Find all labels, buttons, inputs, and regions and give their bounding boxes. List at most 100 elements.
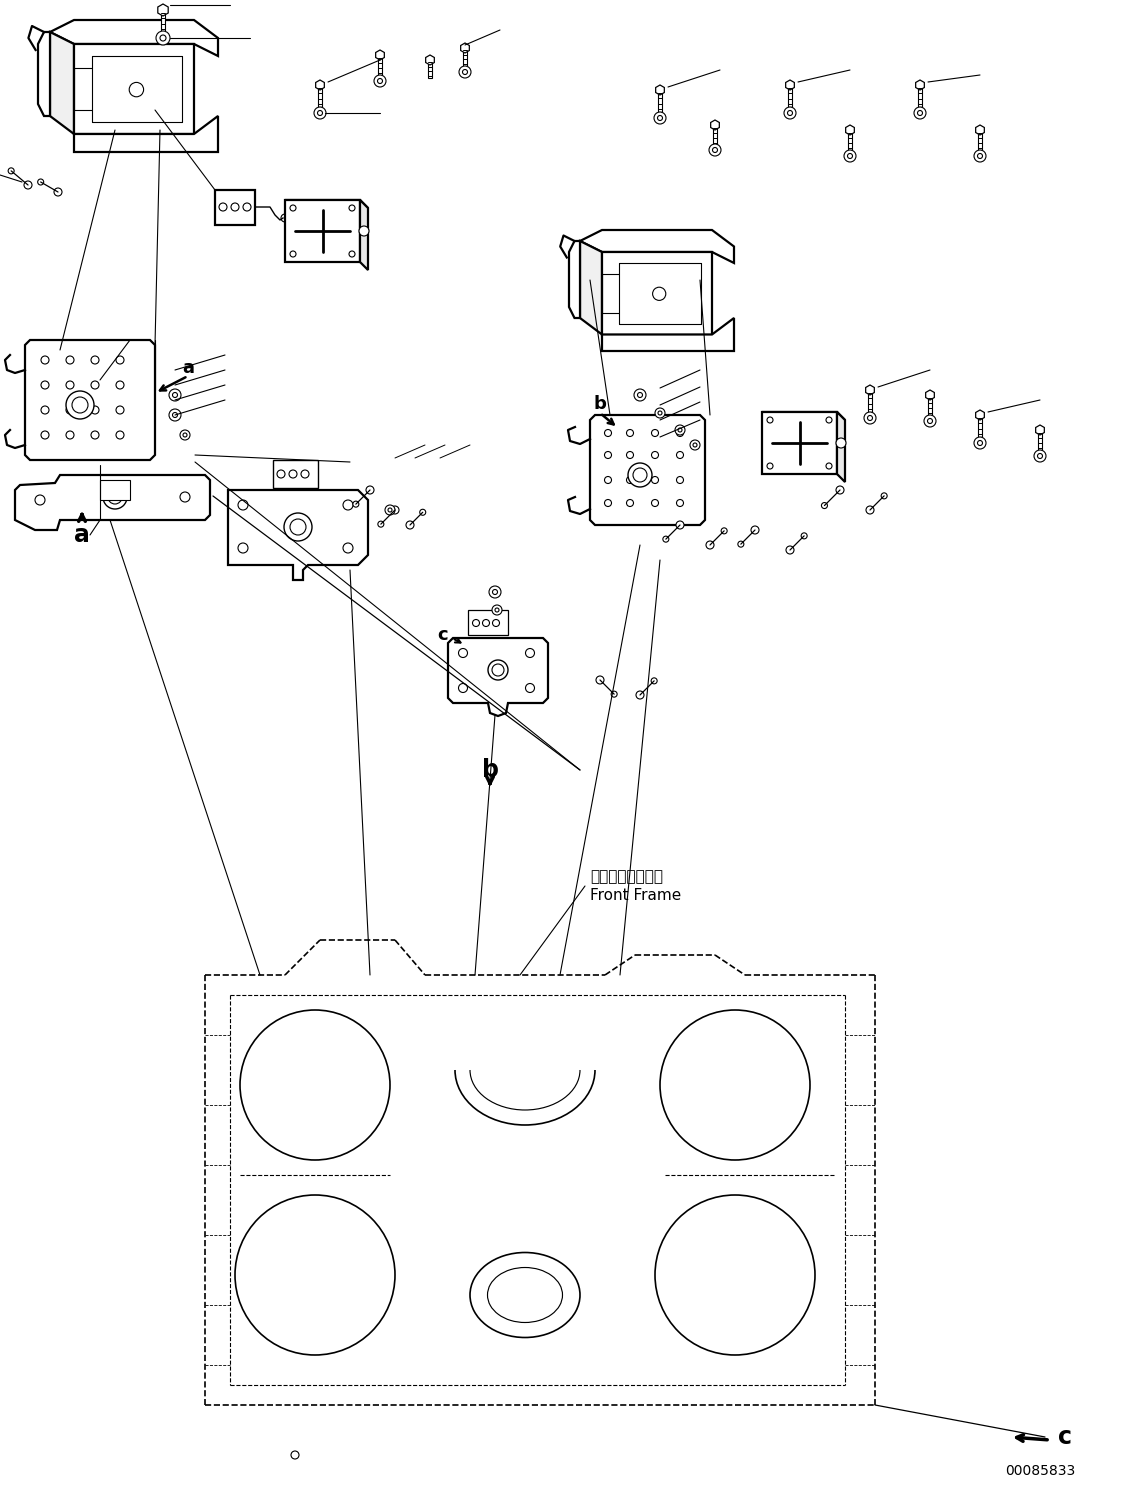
Circle shape bbox=[72, 397, 88, 413]
Circle shape bbox=[652, 500, 658, 506]
Circle shape bbox=[406, 521, 414, 530]
Circle shape bbox=[978, 154, 982, 158]
Circle shape bbox=[974, 437, 986, 449]
Circle shape bbox=[636, 691, 644, 698]
Circle shape bbox=[626, 452, 633, 458]
Circle shape bbox=[866, 506, 874, 515]
Circle shape bbox=[290, 251, 296, 257]
Circle shape bbox=[238, 500, 248, 510]
Polygon shape bbox=[788, 85, 792, 107]
Text: 00085833: 00085833 bbox=[1005, 1464, 1075, 1479]
Circle shape bbox=[675, 425, 685, 436]
Text: c: c bbox=[437, 627, 448, 645]
Circle shape bbox=[378, 79, 382, 84]
Polygon shape bbox=[837, 412, 845, 482]
Polygon shape bbox=[50, 31, 74, 134]
Circle shape bbox=[156, 31, 170, 45]
Circle shape bbox=[848, 154, 852, 158]
Polygon shape bbox=[925, 389, 934, 400]
Circle shape bbox=[116, 380, 124, 389]
Circle shape bbox=[974, 151, 986, 163]
Circle shape bbox=[655, 1195, 815, 1355]
Circle shape bbox=[289, 470, 297, 477]
Circle shape bbox=[628, 463, 652, 486]
Circle shape bbox=[864, 412, 876, 424]
Circle shape bbox=[787, 110, 793, 115]
Circle shape bbox=[493, 589, 497, 594]
Circle shape bbox=[378, 521, 383, 527]
Circle shape bbox=[677, 500, 683, 506]
Circle shape bbox=[488, 659, 508, 680]
Circle shape bbox=[492, 664, 504, 676]
Circle shape bbox=[169, 409, 181, 421]
Circle shape bbox=[180, 430, 191, 440]
Circle shape bbox=[66, 406, 74, 413]
Circle shape bbox=[359, 225, 369, 236]
Circle shape bbox=[349, 251, 355, 257]
Polygon shape bbox=[569, 242, 580, 318]
Bar bbox=[273, 460, 318, 488]
Bar bbox=[285, 200, 361, 263]
Polygon shape bbox=[916, 81, 924, 90]
Circle shape bbox=[786, 546, 794, 554]
Circle shape bbox=[881, 492, 888, 498]
Circle shape bbox=[483, 619, 489, 627]
Polygon shape bbox=[318, 85, 322, 107]
Circle shape bbox=[172, 412, 178, 418]
Circle shape bbox=[914, 107, 926, 119]
Polygon shape bbox=[762, 412, 845, 421]
Circle shape bbox=[633, 468, 647, 482]
Circle shape bbox=[353, 501, 359, 507]
Text: a: a bbox=[74, 524, 90, 548]
Polygon shape bbox=[74, 43, 194, 134]
Circle shape bbox=[462, 70, 468, 75]
Text: Front Frame: Front Frame bbox=[590, 888, 681, 903]
Circle shape bbox=[41, 380, 49, 389]
Circle shape bbox=[160, 34, 165, 40]
Polygon shape bbox=[426, 55, 435, 66]
Circle shape bbox=[928, 418, 932, 424]
Text: a: a bbox=[183, 360, 194, 377]
Polygon shape bbox=[25, 340, 155, 460]
Circle shape bbox=[712, 148, 718, 152]
Circle shape bbox=[172, 392, 178, 397]
Circle shape bbox=[822, 503, 827, 509]
Circle shape bbox=[290, 519, 306, 536]
Circle shape bbox=[281, 213, 289, 222]
Polygon shape bbox=[428, 60, 432, 78]
Circle shape bbox=[388, 507, 393, 512]
Polygon shape bbox=[580, 230, 734, 263]
Circle shape bbox=[349, 204, 355, 210]
Circle shape bbox=[677, 476, 683, 483]
Circle shape bbox=[66, 431, 74, 439]
Bar bbox=[215, 189, 254, 225]
Circle shape bbox=[1034, 451, 1046, 463]
Polygon shape bbox=[38, 31, 50, 116]
Circle shape bbox=[180, 492, 191, 501]
Circle shape bbox=[41, 357, 49, 364]
Circle shape bbox=[235, 1195, 395, 1355]
Circle shape bbox=[459, 683, 468, 692]
Bar bbox=[100, 480, 130, 500]
Circle shape bbox=[492, 604, 502, 615]
Circle shape bbox=[183, 433, 187, 437]
Circle shape bbox=[116, 357, 124, 364]
Text: フロントフレーム: フロントフレーム bbox=[590, 870, 663, 885]
Circle shape bbox=[103, 485, 127, 509]
Circle shape bbox=[706, 542, 714, 549]
Circle shape bbox=[1037, 454, 1043, 458]
Circle shape bbox=[652, 476, 658, 483]
Polygon shape bbox=[1038, 430, 1042, 451]
Circle shape bbox=[596, 676, 604, 683]
Circle shape bbox=[54, 188, 62, 195]
Circle shape bbox=[675, 521, 683, 530]
Polygon shape bbox=[978, 415, 982, 437]
Circle shape bbox=[243, 203, 251, 210]
Circle shape bbox=[721, 528, 727, 534]
Circle shape bbox=[91, 406, 99, 413]
Circle shape bbox=[301, 470, 309, 477]
Polygon shape bbox=[228, 489, 369, 580]
Polygon shape bbox=[15, 474, 210, 530]
Circle shape bbox=[366, 486, 374, 494]
Circle shape bbox=[391, 506, 399, 515]
